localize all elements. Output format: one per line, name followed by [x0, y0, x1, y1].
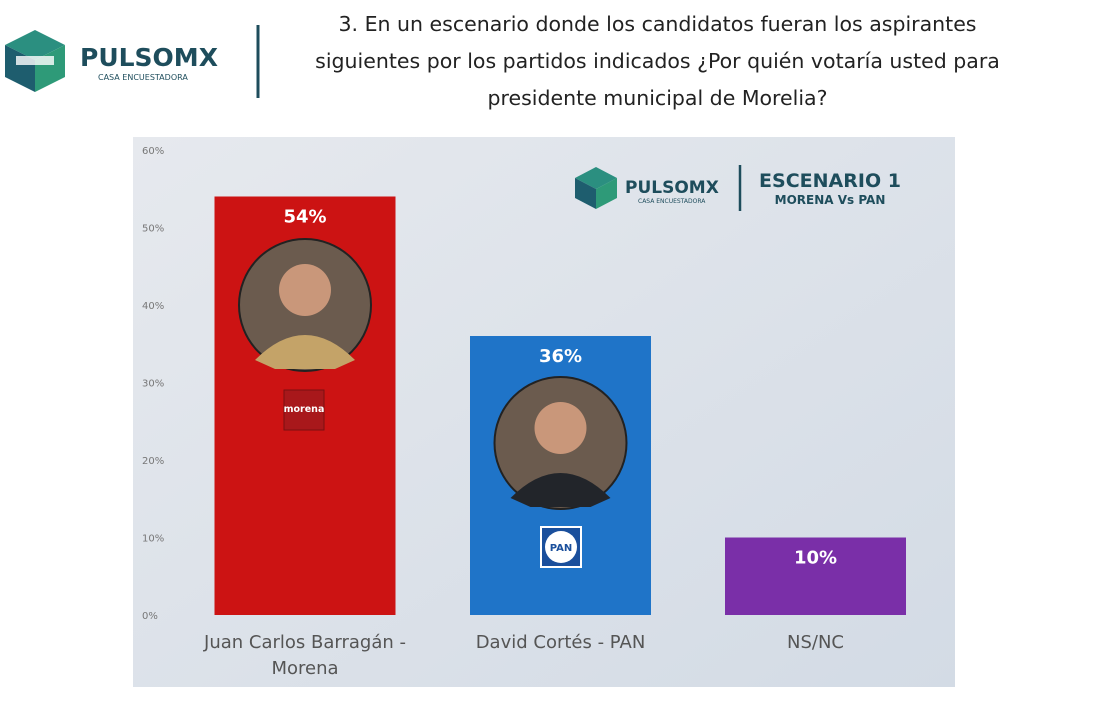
badge-brand: PULSOMX: [625, 178, 719, 198]
chart-title: 3. En un escenario donde los candidatos …: [315, 12, 1000, 110]
brand: PULSOMX: [80, 43, 218, 72]
tagline: CASA ENCUESTADORA: [98, 73, 188, 82]
y-tick-label: 60%: [142, 146, 164, 157]
badge-tagline: CASA ENCUESTADORA: [638, 198, 706, 205]
candidate-face: [279, 264, 331, 316]
badge-subtitle: MORENA Vs PAN: [775, 193, 886, 207]
y-tick-label: 40%: [142, 301, 164, 312]
x-tick-label: Juan Carlos Barragán - Morena: [204, 632, 406, 679]
y-tick-label: 50%: [142, 224, 164, 235]
x-tick-label: NS/NC: [787, 632, 844, 653]
logo-icon: [5, 30, 65, 92]
candidate-body: [510, 473, 611, 507]
party-logo: morena: [284, 404, 325, 415]
party-logo: PAN: [550, 543, 573, 554]
candidate-body: [255, 335, 355, 369]
value-label: 10%: [794, 548, 837, 569]
candidate-face: [534, 402, 587, 454]
bar: [725, 537, 906, 615]
y-tick-label: 10%: [142, 534, 164, 545]
badge-title: ESCENARIO 1: [759, 170, 901, 192]
x-tick-label: David Cortés - PAN: [475, 632, 646, 653]
value-label: 54%: [283, 207, 326, 228]
badge-icon: [575, 167, 617, 209]
value-label: 36%: [539, 346, 582, 367]
y-tick-label: 30%: [142, 379, 164, 390]
y-tick-label: 20%: [142, 456, 164, 467]
y-tick-label: 0%: [142, 611, 158, 622]
party-logo-ring: [545, 531, 577, 563]
party-logo-box: [283, 389, 325, 431]
